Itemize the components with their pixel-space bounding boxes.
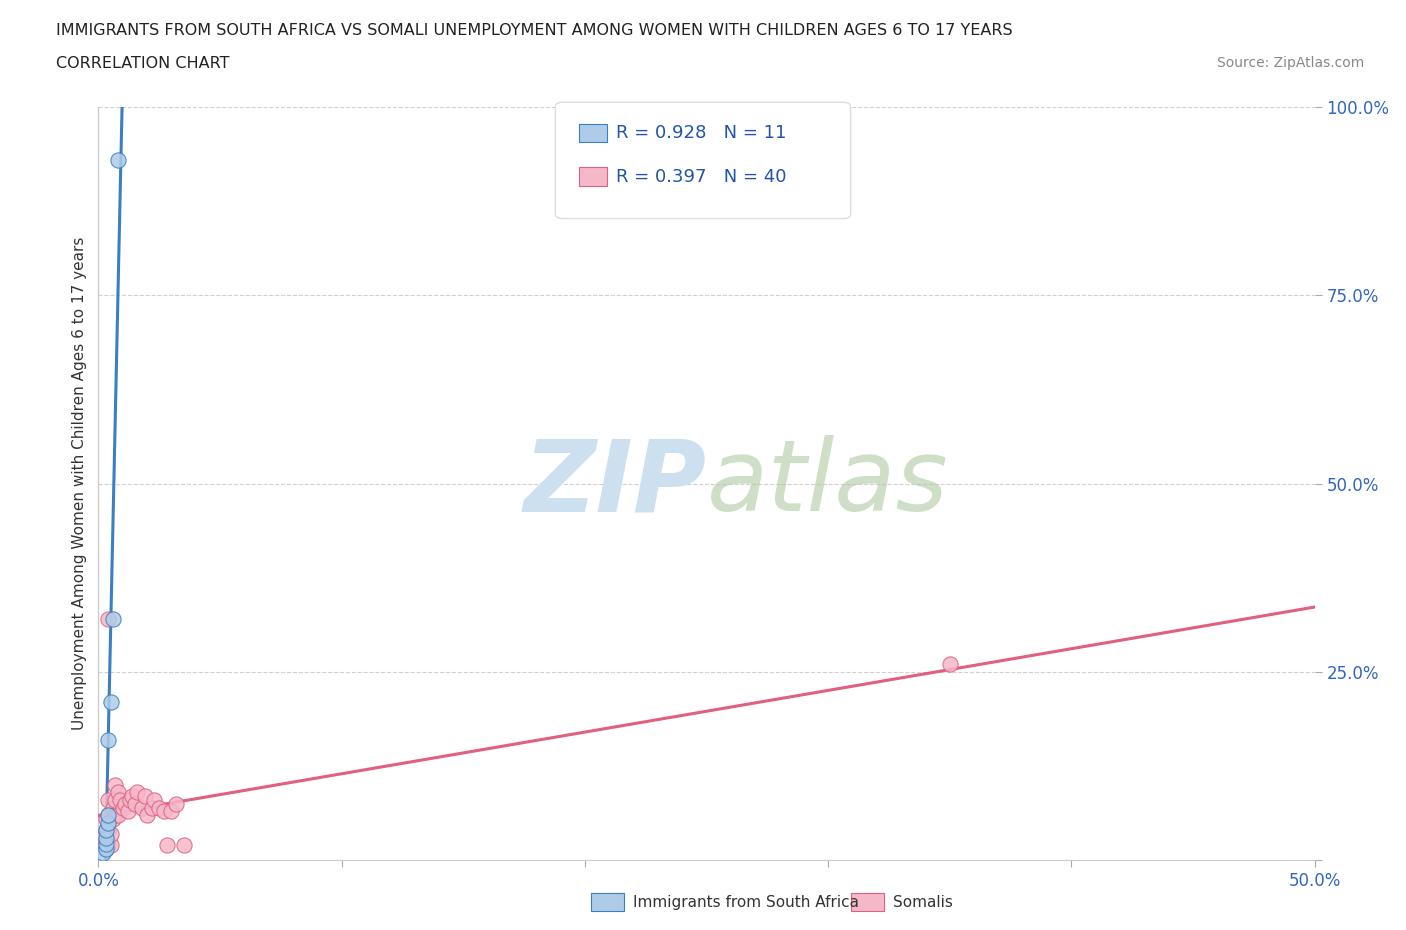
- Point: [97, 732, 120, 747]
- Point: [101, 800, 124, 815]
- Point: [117, 804, 139, 818]
- Point: [153, 804, 176, 818]
- Point: [94, 842, 117, 857]
- Point: [94, 830, 117, 845]
- Point: [100, 695, 122, 710]
- Point: [94, 836, 117, 851]
- Point: [114, 796, 136, 811]
- Point: [160, 804, 183, 818]
- Point: [94, 834, 117, 849]
- Point: [97, 823, 120, 838]
- Point: [91, 838, 114, 853]
- Point: [165, 796, 187, 811]
- Point: [97, 612, 120, 627]
- Point: [97, 807, 120, 822]
- Point: [173, 838, 195, 853]
- Point: [94, 823, 117, 838]
- Point: [97, 792, 120, 807]
- Text: atlas: atlas: [707, 435, 948, 532]
- Point: [939, 657, 962, 671]
- Text: IMMIGRANTS FROM SOUTH AFRICA VS SOMALI UNEMPLOYMENT AMONG WOMEN WITH CHILDREN AG: IMMIGRANTS FROM SOUTH AFRICA VS SOMALI U…: [56, 23, 1012, 38]
- Point: [111, 800, 134, 815]
- Point: [94, 811, 117, 826]
- Point: [91, 845, 114, 860]
- Point: [97, 815, 120, 830]
- Point: [101, 612, 124, 627]
- Point: [131, 800, 153, 815]
- Point: [143, 792, 166, 807]
- Text: Somalis: Somalis: [893, 895, 953, 910]
- Point: [97, 807, 120, 822]
- Point: [107, 785, 129, 800]
- Point: [110, 792, 132, 807]
- Y-axis label: Unemployment Among Women with Children Ages 6 to 17 years: Unemployment Among Women with Children A…: [72, 237, 87, 730]
- Text: R = 0.928   N = 11: R = 0.928 N = 11: [616, 124, 786, 142]
- Point: [127, 785, 149, 800]
- Point: [155, 838, 177, 853]
- Point: [121, 789, 143, 804]
- Point: [118, 792, 141, 807]
- Text: Immigrants from South Africa: Immigrants from South Africa: [633, 895, 859, 910]
- Point: [107, 807, 129, 822]
- Point: [136, 807, 159, 822]
- Point: [124, 796, 146, 811]
- Point: [104, 807, 127, 822]
- Text: ZIP: ZIP: [523, 435, 707, 532]
- Text: R = 0.397   N = 40: R = 0.397 N = 40: [616, 167, 786, 186]
- Text: Source: ZipAtlas.com: Source: ZipAtlas.com: [1216, 56, 1364, 70]
- Point: [104, 777, 127, 792]
- Point: [91, 830, 114, 845]
- Point: [148, 800, 170, 815]
- Point: [107, 153, 129, 167]
- Point: [94, 842, 117, 857]
- Point: [101, 811, 124, 826]
- Point: [141, 800, 163, 815]
- Point: [104, 792, 127, 807]
- Point: [94, 823, 117, 838]
- Point: [100, 827, 122, 842]
- Point: [97, 838, 120, 853]
- Point: [100, 838, 122, 853]
- Text: CORRELATION CHART: CORRELATION CHART: [56, 56, 229, 71]
- Point: [134, 789, 156, 804]
